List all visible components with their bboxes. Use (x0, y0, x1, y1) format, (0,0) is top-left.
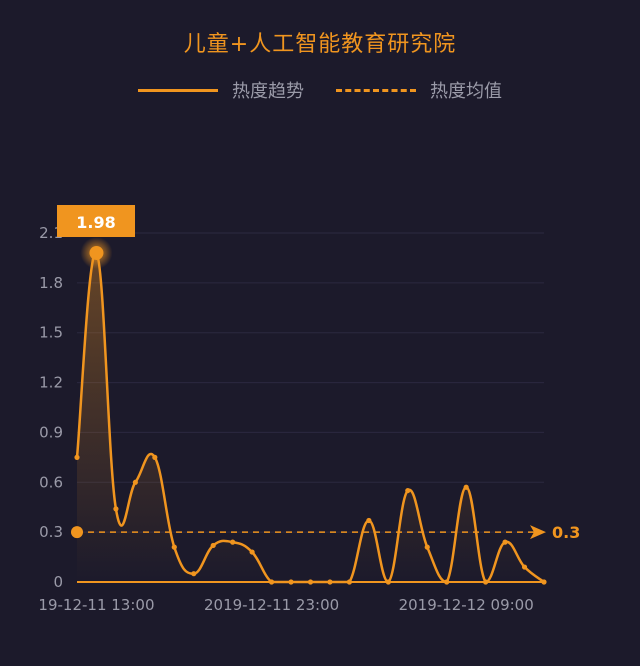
average-value-label: 0.3 (552, 523, 580, 542)
trend-area (77, 252, 544, 582)
data-point (210, 542, 216, 549)
x-tick-label: 2019-12-11 23:00 (204, 596, 339, 614)
y-tick-label: 1.8 (39, 274, 63, 292)
y-tick-label: 1.2 (39, 374, 63, 392)
data-point (132, 479, 138, 485)
average-arrow-icon (530, 525, 546, 540)
max-label-box (57, 205, 135, 237)
legend-solid-line-icon (138, 88, 218, 92)
data-point (366, 517, 372, 524)
x-tick-label: 2019-12-12 09:00 (399, 596, 534, 614)
data-point (113, 506, 119, 512)
data-point (74, 454, 80, 460)
max-value-label: 1.98 (76, 213, 115, 232)
legend-label-trend: 热度趋势 (232, 81, 304, 102)
y-tick-label: 0.3 (39, 523, 63, 541)
data-point (191, 571, 197, 577)
legend-dashed-line-icon (336, 88, 416, 92)
max-point (89, 245, 104, 260)
data-point (405, 487, 411, 494)
chart-title: 儿童+人工智能教育研究院 (183, 32, 457, 57)
legend-label-average: 热度均值 (430, 81, 502, 102)
y-tick-label: 1.5 (39, 324, 63, 342)
data-point (152, 454, 158, 460)
data-point (463, 484, 469, 490)
data-point (424, 544, 430, 550)
legend-item-average[interactable]: 热度均值 (336, 77, 502, 103)
y-tick-label: 0.9 (39, 423, 63, 441)
data-point (249, 549, 255, 555)
data-point (230, 539, 236, 545)
average-start-dot (71, 526, 83, 539)
data-point (521, 564, 528, 570)
legend-item-trend[interactable]: 热度趋势 (138, 77, 304, 103)
chart-legend: 热度趋势 热度均值 (0, 76, 640, 104)
data-point (502, 539, 508, 545)
y-tick-label: 0 (53, 573, 63, 591)
x-tick-label: 19-12-11 13:00 (38, 596, 154, 614)
data-point (171, 544, 177, 550)
y-tick-label: 0.6 (39, 473, 63, 491)
